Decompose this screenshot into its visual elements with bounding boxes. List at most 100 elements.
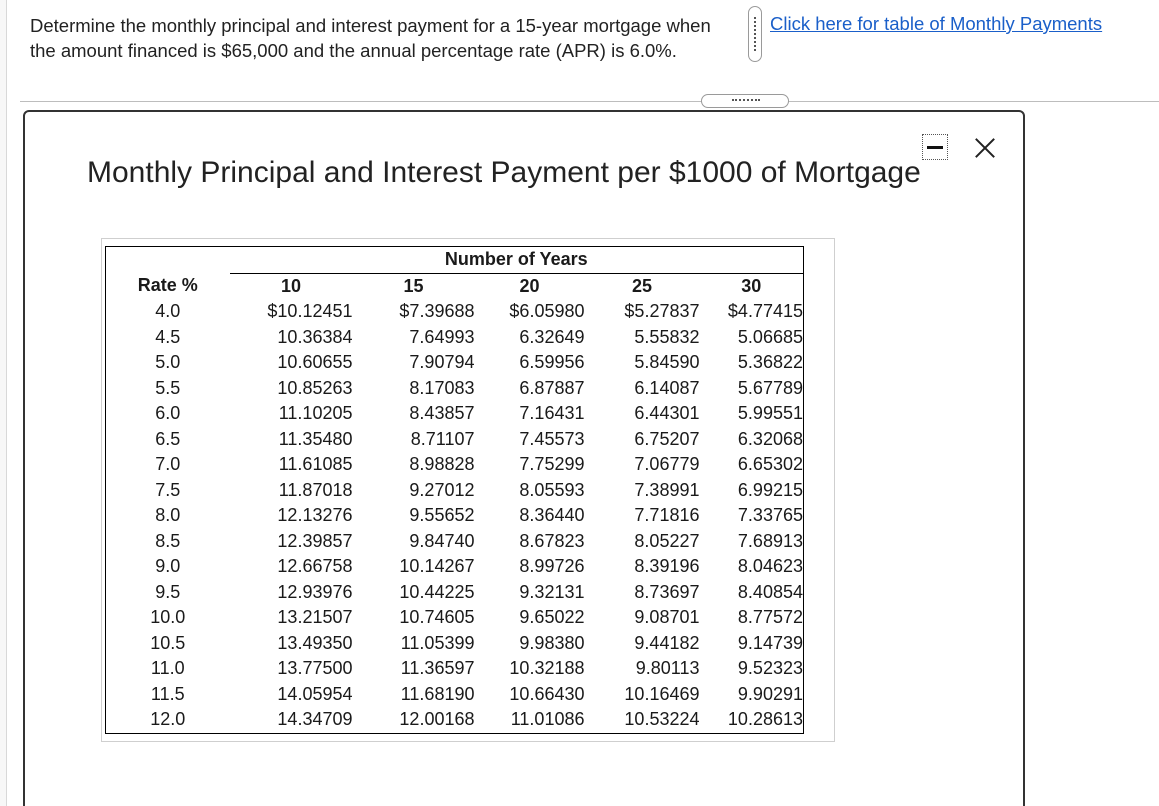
payment-cell: 14.34709 bbox=[277, 709, 353, 729]
number-of-years-header: Number of Years bbox=[229, 246, 804, 274]
payment-cell: 8.67823 bbox=[519, 530, 585, 551]
payment-cell: 6.87887 bbox=[519, 377, 585, 398]
payment-cell: 6.32068 bbox=[737, 428, 803, 449]
rate-cell: 9.5 bbox=[155, 581, 181, 602]
payment-cell: 8.77572 bbox=[737, 607, 803, 627]
payment-cell: 10.66430 bbox=[509, 683, 585, 704]
dialog-title: Monthly Principal and Interest Payment p… bbox=[87, 156, 921, 189]
payment-cell: 7.06779 bbox=[634, 454, 700, 474]
payment-cell: $4.77415 bbox=[727, 301, 803, 321]
table-row: 7.0 11.61085 8.98828 7.75299 7.06779 6.65302 bbox=[106, 452, 804, 478]
payment-cell: 9.27012 bbox=[409, 479, 475, 500]
table-row: 4.0 $10.12451 $7.39688 $6.05980 $5.27837 $4.7… bbox=[106, 299, 804, 325]
payment-cell: 10.85263 bbox=[277, 377, 353, 398]
payment-cell: $10.12451 bbox=[267, 301, 353, 321]
payment-cell: 7.90794 bbox=[409, 352, 475, 372]
payment-cell: 9.55652 bbox=[409, 505, 475, 525]
years-column-header: 10 bbox=[280, 275, 302, 296]
rate-cell: 8.0 bbox=[155, 505, 181, 525]
payment-cell: 10.14267 bbox=[399, 556, 475, 576]
left-pane-edge bbox=[0, 0, 7, 806]
rate-cell: 6.5 bbox=[155, 428, 181, 449]
payment-cell: 9.14739 bbox=[737, 632, 803, 653]
rate-cell: 6.0 bbox=[155, 403, 181, 423]
payment-cell: 12.66758 bbox=[277, 556, 353, 576]
payment-cell: 6.59956 bbox=[519, 352, 585, 372]
payment-cell: 5.55832 bbox=[634, 326, 700, 347]
table-frame: Number of Years Rate % 10 15 20 25 30 4.… bbox=[101, 238, 835, 742]
payment-cell: 8.98828 bbox=[409, 454, 475, 474]
rate-cell: 9.0 bbox=[155, 556, 181, 576]
payment-cell: 8.17083 bbox=[409, 377, 475, 398]
payment-cell: 7.38991 bbox=[634, 479, 700, 500]
payment-cell: 10.32188 bbox=[509, 658, 585, 678]
payment-cell: 9.98380 bbox=[519, 632, 585, 653]
horizontal-splitter[interactable] bbox=[701, 94, 789, 108]
rate-cell: 11.0 bbox=[150, 658, 185, 678]
payment-cell: 10.53224 bbox=[624, 709, 700, 729]
rate-cell: 11.5 bbox=[150, 683, 185, 704]
payment-cell: 7.45573 bbox=[519, 428, 585, 449]
rate-cell: 10.0 bbox=[150, 607, 186, 627]
payment-cell: 9.80113 bbox=[635, 658, 700, 678]
rate-cell: 5.5 bbox=[155, 377, 181, 398]
horizontal-rule bbox=[20, 101, 1159, 102]
payment-cell: 11.05399 bbox=[400, 632, 475, 653]
table-row: 12.0 14.34709 12.00168 11.01086 10.53224 10.2… bbox=[106, 707, 804, 733]
rate-cell: 4.0 bbox=[155, 301, 181, 321]
payment-cell: 9.08701 bbox=[634, 607, 700, 627]
payment-cell: 5.84590 bbox=[634, 352, 700, 372]
payment-cell: 6.14087 bbox=[634, 377, 700, 398]
minimize-icon bbox=[927, 146, 943, 149]
years-column-header: 20 bbox=[519, 275, 540, 296]
payment-cell: 10.44225 bbox=[399, 581, 475, 602]
years-column-header: 15 bbox=[403, 275, 424, 296]
payment-cell: 11.10205 bbox=[278, 403, 353, 423]
payment-cell: 8.36440 bbox=[519, 505, 585, 525]
minimize-button[interactable] bbox=[922, 134, 948, 160]
table-row: 5.5 10.85263 8.17083 6.87887 6.14087 5.67789 bbox=[106, 376, 804, 402]
payment-cell: 5.99551 bbox=[737, 403, 803, 423]
payment-cell: 8.05593 bbox=[519, 479, 585, 500]
payment-cell: 11.35480 bbox=[278, 428, 353, 449]
payment-cell: 7.33765 bbox=[737, 505, 803, 525]
table-of-monthly-payments-link[interactable]: Click here for table of Monthly Payments bbox=[770, 13, 1103, 34]
payment-cell: 7.68913 bbox=[737, 530, 803, 551]
payment-cell: 8.71107 bbox=[410, 428, 475, 449]
table-row: 4.5 10.36384 7.64993 6.32649 5.55832 5.06685 bbox=[106, 325, 804, 351]
payment-cell: $7.39688 bbox=[399, 301, 475, 321]
rate-cell: 10.5 bbox=[150, 632, 186, 653]
table-row: 11.0 13.77500 11.36597 10.32188 9.80113 9.523… bbox=[106, 656, 804, 682]
payment-cell: 9.84740 bbox=[409, 530, 475, 551]
payment-cell: 12.13276 bbox=[277, 505, 353, 525]
table-row: 8.0 12.13276 9.55652 8.36440 7.71816 7.33765 bbox=[106, 503, 804, 529]
table-row: 6.0 11.10205 8.43857 7.16431 6.44301 5.99551 bbox=[106, 401, 804, 427]
payment-cell: 12.93976 bbox=[277, 581, 353, 602]
table-body: 4.0 $10.12451 $7.39688 $6.05980 $5.27837 $4.7… bbox=[106, 299, 804, 733]
payment-cell: 11.01086 bbox=[510, 709, 585, 729]
payment-cell: 9.52323 bbox=[737, 658, 803, 678]
payment-cell: 5.67789 bbox=[737, 377, 803, 398]
payment-cell: 8.04623 bbox=[737, 556, 803, 576]
payment-cell: 13.21507 bbox=[277, 607, 353, 627]
table-row: 10.0 13.21507 10.74605 9.65022 9.08701 8.7757… bbox=[106, 605, 804, 631]
question-text: Determine the monthly principal and inte… bbox=[30, 15, 711, 61]
payment-cell: 11.68190 bbox=[400, 683, 475, 704]
vertical-splitter[interactable] bbox=[748, 6, 762, 62]
payment-cell: 6.44301 bbox=[634, 403, 700, 423]
payment-cell: 8.39196 bbox=[634, 556, 700, 576]
payment-cell: 8.43857 bbox=[409, 403, 475, 423]
payment-cell: 7.64993 bbox=[409, 326, 475, 347]
rate-cell: 5.0 bbox=[155, 352, 181, 372]
table-row: 10.5 13.49350 11.05399 9.98380 9.44182 9.1473… bbox=[106, 631, 804, 657]
payment-cell: 8.99726 bbox=[519, 556, 585, 576]
rate-cell: 8.5 bbox=[155, 530, 181, 551]
table-row: 6.5 11.35480 8.71107 7.45573 6.75207 6.32068 bbox=[106, 427, 804, 453]
payment-cell: 13.49350 bbox=[277, 632, 353, 653]
years-column-header: 30 bbox=[741, 275, 762, 296]
payment-cell: 11.61085 bbox=[278, 454, 353, 474]
payment-cell: 12.00168 bbox=[399, 709, 475, 729]
payment-cell: 13.77500 bbox=[277, 658, 353, 678]
close-icon[interactable] bbox=[971, 134, 999, 162]
